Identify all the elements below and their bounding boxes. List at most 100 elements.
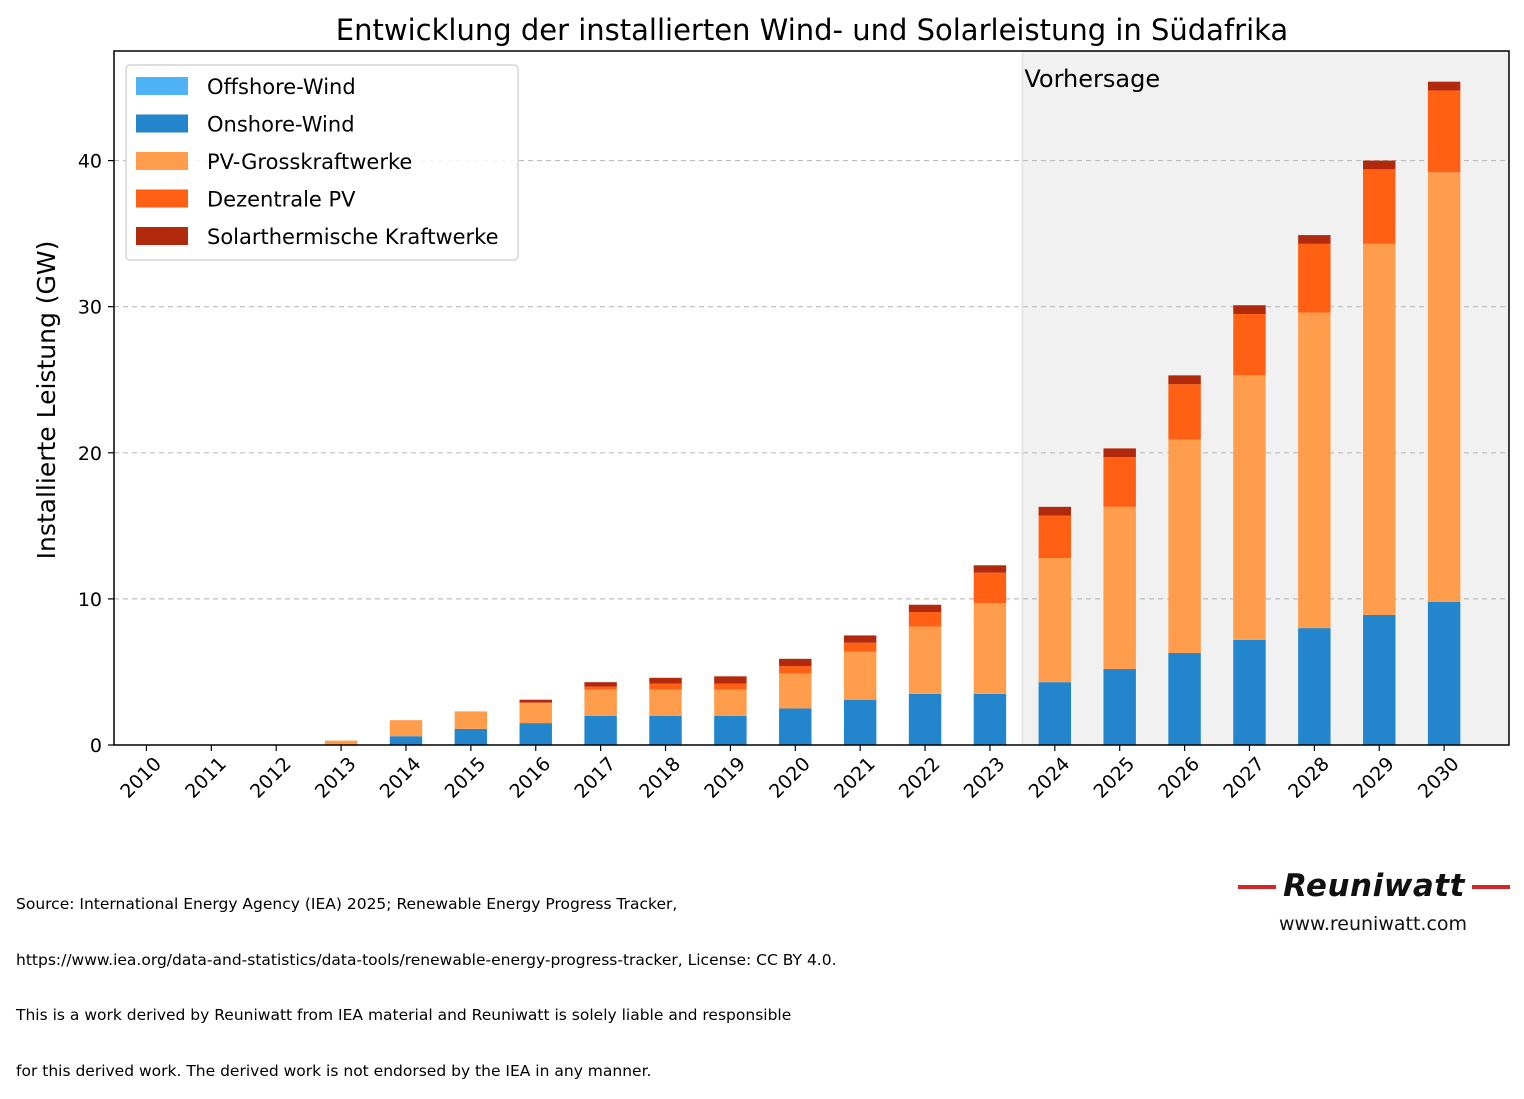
legend-label: Dezentrale PV bbox=[207, 188, 356, 212]
source-note: Source: International Energy Agency (IEA… bbox=[16, 858, 837, 1099]
bar-segment bbox=[649, 689, 682, 716]
bar-segment bbox=[843, 642, 877, 652]
bar-segment bbox=[1298, 243, 1331, 313]
x-tick-label: 2021 bbox=[830, 753, 880, 803]
bar-segment bbox=[843, 651, 877, 700]
x-tick-label: 2015 bbox=[441, 753, 491, 803]
bar-segment bbox=[1363, 243, 1396, 615]
bar-segment bbox=[1168, 439, 1201, 653]
legend-label: Onshore-Wind bbox=[207, 113, 355, 137]
bar-segment bbox=[584, 686, 617, 690]
legend-swatch bbox=[136, 114, 188, 133]
bar-segment bbox=[584, 682, 617, 687]
legend-swatch bbox=[136, 227, 188, 245]
bar-segment bbox=[1103, 506, 1136, 670]
bar-segment bbox=[1038, 506, 1072, 516]
y-axis-label: Installierte Leistung (GW) bbox=[32, 241, 61, 560]
x-tick-label: 2028 bbox=[1284, 753, 1334, 803]
bar-segment bbox=[1298, 312, 1331, 629]
legend-label: PV-Grosskraftwerke bbox=[207, 150, 412, 174]
bar-segment bbox=[1298, 235, 1331, 244]
bar-segment bbox=[908, 612, 942, 627]
bar-segment bbox=[1298, 628, 1331, 745]
x-tick-label: 2025 bbox=[1089, 753, 1139, 803]
bar-segment bbox=[1038, 515, 1072, 558]
plot-area: Vorhersage 0 10 20 30 40 2010 2011 2012 2013 2014 2… bbox=[78, 50, 1510, 803]
bar-segment bbox=[973, 565, 1007, 573]
legend-swatch bbox=[136, 189, 188, 208]
bar-segment bbox=[908, 604, 942, 613]
bar-segment bbox=[1427, 601, 1461, 745]
bar-segment bbox=[454, 711, 488, 729]
bar-segment bbox=[1233, 305, 1266, 314]
legend-box bbox=[125, 64, 519, 261]
bar-segment bbox=[1233, 375, 1266, 640]
bar-segment bbox=[454, 728, 488, 745]
chart-title: Entwicklung der installierten Wind- und … bbox=[336, 13, 1288, 47]
bar-segment bbox=[714, 715, 747, 745]
logo-line-left bbox=[1238, 885, 1276, 889]
bar-segment bbox=[908, 693, 942, 745]
bar-segment bbox=[1038, 682, 1072, 745]
y-tick-label: 10 bbox=[78, 589, 102, 611]
x-tick-label: 2018 bbox=[635, 753, 685, 803]
bar-segment bbox=[519, 723, 552, 745]
bar-segment bbox=[519, 699, 552, 703]
bar-segment bbox=[1233, 639, 1266, 745]
bar-segment bbox=[779, 658, 812, 667]
bar-segment bbox=[584, 715, 617, 745]
y-tick-label: 40 bbox=[78, 151, 102, 173]
bar-segment bbox=[908, 626, 942, 694]
legend-label: Solarthermische Kraftwerke bbox=[207, 225, 499, 249]
bar-segment bbox=[973, 693, 1007, 745]
bar-segment bbox=[1168, 384, 1201, 440]
bar-segment bbox=[843, 699, 877, 745]
bar-segment bbox=[1103, 669, 1136, 745]
bar-segment bbox=[649, 715, 682, 745]
bar-segment bbox=[1363, 160, 1396, 170]
x-tick-label: 2016 bbox=[506, 753, 556, 803]
x-tick-label: 2019 bbox=[700, 753, 750, 803]
bar-segment bbox=[779, 666, 812, 674]
bar-segment bbox=[1168, 652, 1201, 745]
x-tick-label: 2024 bbox=[1025, 753, 1075, 803]
bar-segment bbox=[714, 683, 747, 690]
bar-segment bbox=[973, 603, 1007, 694]
bar-segment bbox=[1168, 375, 1201, 385]
x-tick-label: 2011 bbox=[181, 753, 231, 803]
x-tick-label: 2022 bbox=[895, 753, 945, 803]
forecast-label: Vorhersage bbox=[1024, 65, 1160, 93]
x-tick-label: 2029 bbox=[1349, 753, 1399, 803]
bar-segment bbox=[1233, 313, 1266, 376]
bar-segment bbox=[649, 683, 682, 690]
x-tick-label: 2027 bbox=[1219, 753, 1269, 803]
bar-segment bbox=[649, 677, 682, 684]
bar-segment bbox=[1103, 448, 1136, 458]
x-tick-label: 2014 bbox=[376, 753, 426, 803]
logo-line-right bbox=[1472, 885, 1510, 889]
x-tick-label: 2023 bbox=[960, 753, 1010, 803]
y-tick-label: 30 bbox=[78, 297, 102, 319]
bar-segment bbox=[1427, 81, 1461, 91]
x-tick-label: 2013 bbox=[311, 753, 361, 803]
y-tick-label: 20 bbox=[78, 443, 102, 465]
y-tick-label: 0 bbox=[90, 735, 102, 757]
chart: Entwicklung der installierten Wind- und … bbox=[32, 13, 1510, 803]
x-tick-label: 2010 bbox=[116, 753, 166, 803]
bar-segment bbox=[1363, 614, 1396, 745]
logo-text: Reuniwatt bbox=[1283, 868, 1465, 904]
bar-segment bbox=[714, 676, 747, 684]
source-line: for this derived work. The derived work … bbox=[16, 1061, 652, 1080]
bar-segment bbox=[584, 689, 617, 716]
legend-label: Offshore-Wind bbox=[207, 75, 356, 99]
website-url: www.reuniwatt.com bbox=[1278, 913, 1468, 935]
x-tick-label: 2020 bbox=[765, 753, 815, 803]
bar-segment bbox=[389, 736, 423, 745]
x-tick-label: 2012 bbox=[246, 753, 296, 803]
bar-segment bbox=[973, 572, 1007, 604]
bar-segment bbox=[1427, 90, 1461, 173]
source-line: Source: International Energy Agency (IEA… bbox=[16, 895, 678, 913]
x-tick-label: 2017 bbox=[570, 753, 620, 803]
bar-segment bbox=[843, 635, 877, 643]
bar-segment bbox=[1103, 457, 1136, 507]
